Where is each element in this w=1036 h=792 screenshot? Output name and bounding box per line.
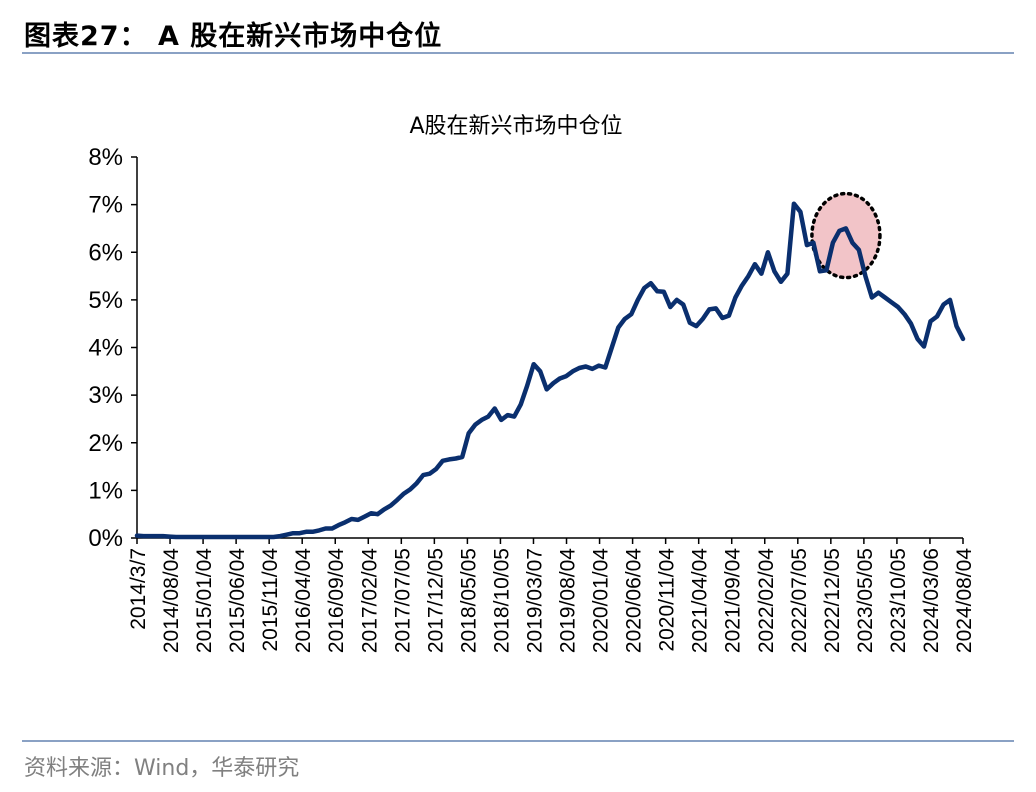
y-tick-label: 5% [88,287,123,314]
x-tick-label: 2017/12/05 [424,548,447,653]
chart-title: A股在新兴市场中仓位 [409,114,622,139]
highlight-circle [810,191,882,280]
x-axis-ticks: 2014/3/7 2014/08/04 2015/01/04 2015/06/04 20… [127,538,976,653]
x-tick-label: 2015/11/04 [259,548,282,652]
x-tick-label: 2023/10/05 [887,548,910,653]
figure-title: 图表27： A 股在新兴市场中仓位 [24,21,443,52]
x-tick-label: 2022/02/04 [755,548,778,653]
x-tick-label: 2015/06/04 [226,548,249,653]
y-tick-label: 2% [88,430,123,457]
x-tick-label: 2018/10/05 [490,548,513,653]
highlight-annotation [810,191,882,280]
x-tick-label: 2014/3/7 [127,548,150,630]
x-tick-label: 2017/07/05 [391,548,414,653]
line-chart: A股在新兴市场中仓位 0%1%2%3%4%5%6%7%8% 2014/3/7 20… [88,114,976,653]
x-tick-label: 2022/07/05 [788,548,811,653]
y-axis-ticks: 0% 1% 2% 3% 4% 5% 6% 7% 8% [88,144,137,552]
y-tick-label: 3% [88,382,123,409]
y-tick-label: 0% [88,525,123,552]
series-layer [134,201,966,540]
series-line [134,201,966,540]
x-tick-label: 2020/06/04 [623,548,646,653]
header-rule [22,52,1014,54]
source-note: 资料来源：Wind，华泰研究 [24,756,300,781]
x-tick-label: 2018/05/05 [457,548,480,653]
y-tick-label: 7% [88,192,123,219]
footer-rule [22,740,1014,742]
x-tick-label: 2023/05/05 [854,548,877,653]
x-tick-label: 2020/01/04 [590,548,613,653]
x-tick-label: 2020/11/04 [656,548,679,652]
x-tick-label: 2016/09/04 [325,548,348,653]
x-tick-label: 2024/08/04 [953,548,976,653]
x-tick-label: 2015/01/04 [193,548,216,653]
y-tick-label: 1% [88,477,123,504]
x-tick-label: 2021/04/04 [689,548,712,653]
x-tick-label: 2024/03/06 [920,548,943,653]
x-tick-label: 2021/09/04 [722,548,745,653]
x-tick-label: 2019/08/04 [557,548,580,653]
x-tick-label: 2022/12/05 [821,548,844,653]
y-tick-label: 6% [88,239,123,266]
x-tick-label: 2017/02/04 [358,548,381,653]
x-tick-label: 2016/04/04 [292,548,315,653]
x-tick-label: 2019/03/07 [523,548,546,653]
y-tick-label: 4% [88,335,123,362]
x-tick-label: 2014/08/04 [160,548,183,653]
y-tick-label: 8% [88,144,123,171]
